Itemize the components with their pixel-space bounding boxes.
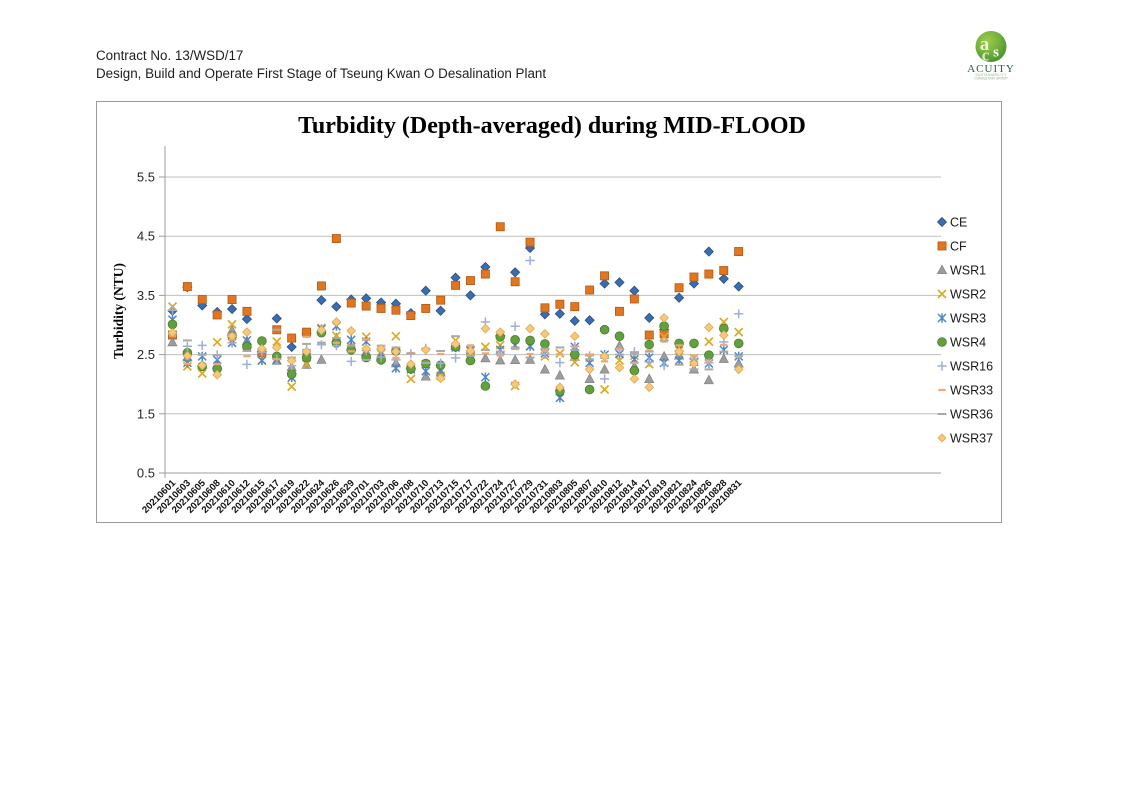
- svg-text:WSR1: WSR1: [950, 264, 986, 278]
- svg-text:5.5: 5.5: [137, 170, 155, 185]
- svg-text:CE: CE: [950, 216, 967, 230]
- svg-text:c: c: [982, 46, 990, 65]
- svg-text:CONSULTING GROUP: CONSULTING GROUP: [974, 77, 1007, 81]
- svg-text:CF: CF: [950, 240, 967, 254]
- svg-text:WSR16: WSR16: [950, 360, 993, 374]
- svg-text:WSR37: WSR37: [950, 432, 993, 446]
- svg-text:Turbidity (NTU): Turbidity (NTU): [111, 263, 126, 359]
- svg-text:WSR33: WSR33: [950, 384, 993, 398]
- svg-text:SUSTAINABILITY: SUSTAINABILITY: [975, 73, 1007, 77]
- svg-text:WSR2: WSR2: [950, 288, 986, 302]
- svg-text:1.5: 1.5: [137, 406, 155, 421]
- svg-text:WSR36: WSR36: [950, 408, 993, 422]
- svg-text:4.5: 4.5: [137, 229, 155, 244]
- svg-text:WSR3: WSR3: [950, 312, 986, 326]
- svg-text:a: a: [980, 34, 990, 55]
- svg-text:0.5: 0.5: [137, 466, 155, 481]
- svg-text:3.5: 3.5: [137, 288, 155, 303]
- svg-text:s: s: [993, 45, 999, 61]
- svg-text:Turbidity (Depth-averaged) dur: Turbidity (Depth-averaged) during MID-FL…: [298, 113, 806, 139]
- svg-text:WSR4: WSR4: [950, 336, 986, 350]
- svg-text:ACUITY: ACUITY: [967, 63, 1015, 75]
- svg-text:2.5: 2.5: [137, 347, 155, 362]
